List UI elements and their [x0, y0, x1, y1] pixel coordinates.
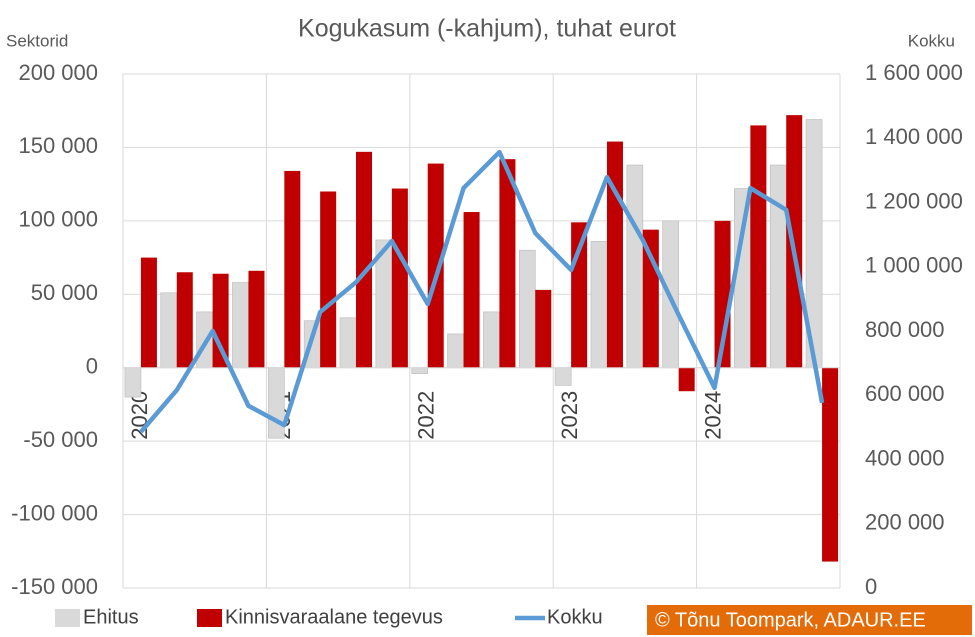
- y2-tick-label: 1 400 000: [865, 124, 963, 149]
- bar: [642, 229, 659, 368]
- bar: [447, 333, 464, 369]
- y-tick-label: 100 000: [18, 207, 98, 232]
- bar: [160, 292, 178, 369]
- y-tick-label: -100 000: [11, 500, 98, 525]
- y-tick-label: -150 000: [11, 574, 98, 599]
- x-tick-label: 2024: [700, 391, 725, 440]
- bar: [483, 311, 500, 369]
- bar: [463, 212, 480, 368]
- legend-label: Kinnisvaraalane tegevus: [225, 606, 443, 628]
- bar: [212, 273, 229, 368]
- bar: [750, 125, 767, 368]
- chart-title: Kogukasum (-kahjum), tuhat eurot: [298, 15, 676, 43]
- bar: [734, 188, 751, 369]
- copyright: © Tõnu Toompark, ADAUR.EE: [655, 609, 926, 631]
- bar: [339, 317, 357, 369]
- bar: [140, 257, 157, 368]
- bar: [196, 311, 213, 369]
- bar: [391, 188, 408, 368]
- bar: [535, 289, 552, 368]
- bar: [427, 163, 444, 368]
- bar: [606, 141, 623, 368]
- bar: [124, 367, 142, 398]
- bar: [267, 367, 285, 439]
- y2-tick-label: 1 000 000: [865, 253, 963, 278]
- copyright-box: [647, 605, 972, 635]
- legend-label: Ehitus: [83, 606, 139, 628]
- y2-tick-label: 600 000: [865, 381, 945, 406]
- bar: [626, 164, 644, 369]
- bar: [320, 191, 337, 368]
- y2-tick-label: 0: [865, 574, 877, 599]
- y-tick-label: 0: [86, 354, 98, 379]
- y2-tick-label: 800 000: [865, 317, 945, 342]
- bar: [769, 164, 787, 369]
- y-tick-label: 50 000: [31, 280, 98, 305]
- legend-swatch: [197, 609, 222, 627]
- y-tick-label: 200 000: [18, 60, 98, 85]
- bar: [176, 272, 193, 368]
- y2-axis-label: Kokku: [908, 31, 955, 50]
- legend-swatch: [55, 609, 80, 627]
- x-tick-label: 2022: [414, 391, 439, 440]
- bar: [822, 367, 839, 562]
- bar: [554, 367, 572, 386]
- y2-tick-label: 200 000: [865, 510, 945, 535]
- bar: [678, 367, 695, 392]
- bar: [356, 151, 373, 368]
- x-tick-label: 2023: [557, 391, 582, 440]
- x-tick-label: 2020: [127, 391, 152, 440]
- y-tick-label: 150 000: [18, 133, 98, 158]
- bar: [232, 282, 249, 369]
- y2-tick-label: 1 600 000: [865, 60, 963, 85]
- y-tick-label: -50 000: [23, 427, 98, 452]
- y2-tick-label: 1 200 000: [865, 188, 963, 213]
- bar: [248, 270, 265, 368]
- bar: [518, 249, 536, 369]
- line: [139, 149, 825, 434]
- bar: [284, 170, 301, 368]
- bar: [411, 367, 429, 374]
- bar: [499, 159, 516, 368]
- legend-label: Kokku: [547, 606, 603, 628]
- y-axis-label: Sektorid: [6, 31, 68, 50]
- bar: [590, 241, 608, 369]
- y2-tick-label: 400 000: [865, 445, 945, 470]
